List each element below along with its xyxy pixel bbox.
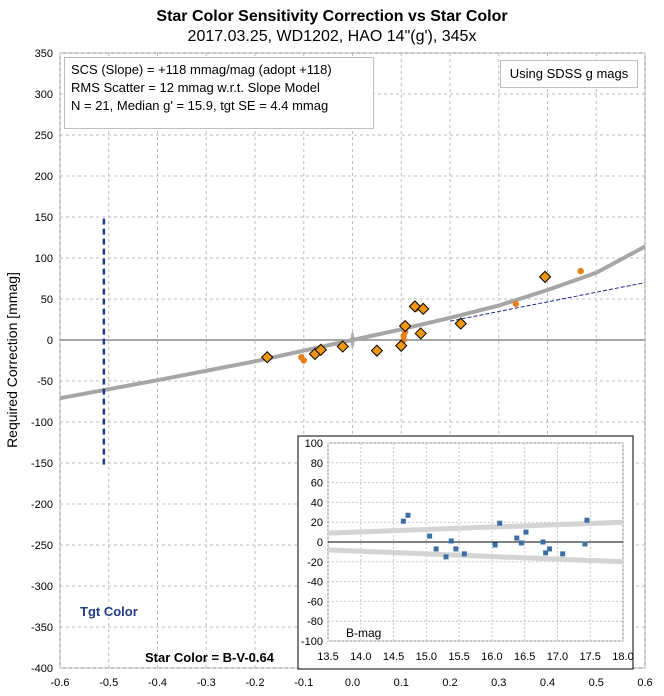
x-tick-label: -0.5 [99, 677, 118, 689]
inset-y-tick-label: -80 [307, 616, 323, 628]
inset-x-tick-label: 18.0 [612, 651, 633, 663]
inset-x-tick-label: 17.0 [547, 651, 568, 663]
x-tick-label: 0.6 [637, 677, 652, 689]
inset-point [405, 512, 411, 518]
inset-point [448, 538, 454, 544]
inset-y-tick-label: -100 [301, 636, 323, 648]
inset-point [584, 517, 590, 523]
correction-point [260, 351, 274, 364]
y-axis-label: Required Correction [mmag] [4, 272, 20, 448]
inset-y-tick-label: 40 [311, 497, 323, 509]
inset-y-tick-label: 20 [311, 517, 323, 529]
correction-point [314, 343, 328, 357]
inset-point [461, 551, 467, 557]
inset-point [427, 533, 433, 539]
inset-x-tick-label: 13.5 [317, 651, 338, 663]
chart-title: Star Color Sensitivity Correction vs Sta… [156, 8, 508, 25]
y-tick-label: -400 [31, 663, 53, 675]
y-tick-label: 300 [35, 89, 53, 101]
target-color-label: Tgt Color [80, 604, 138, 619]
correction-point [336, 340, 349, 353]
correction-point [538, 270, 552, 284]
inset-x-tick-label: 16.5 [514, 651, 535, 663]
inset-x-tick-label: 14.0 [350, 651, 371, 663]
y-tick-label: 350 [35, 48, 53, 60]
inset-point [443, 554, 449, 560]
x-tick-label: -0.1 [294, 677, 313, 689]
inset-point [582, 541, 588, 547]
inset-x-tick-label: 14.5 [383, 651, 404, 663]
y-tick-label: 0 [47, 335, 53, 347]
inset-x-tick-label: 15.0 [416, 651, 437, 663]
x-tick-label: 0.1 [394, 677, 409, 689]
inset-point [547, 546, 553, 552]
inset-point [523, 529, 529, 535]
y-tick-label: 200 [35, 171, 53, 183]
correction-point [454, 317, 467, 330]
x-tick-label: -0.2 [246, 677, 265, 689]
y-tick-label: 50 [41, 294, 53, 306]
y-tick-label: -200 [31, 499, 53, 511]
correction-dot [577, 267, 584, 275]
y-tick-label: 250 [35, 130, 53, 142]
stats-line-n: N = 21, Median g' = 15.9, tgt SE = 4.4 m… [71, 98, 329, 113]
inset-y-tick-label: -40 [307, 577, 323, 589]
inset-x-tick-label: 15.5 [448, 651, 469, 663]
correction-point [416, 302, 430, 316]
inset-point [400, 518, 406, 524]
inset-y-tick-label: 60 [311, 478, 323, 490]
inset-point [433, 546, 439, 552]
star-color-annotation: Star Color = B-V-0.64 [145, 650, 274, 665]
inset-y-tick-label: 80 [311, 458, 323, 470]
inset-point [514, 535, 520, 541]
y-tick-label: 150 [35, 212, 53, 224]
y-tick-label: -50 [37, 376, 53, 388]
y-tick-label: -350 [31, 622, 53, 634]
y-tick-label: 100 [35, 253, 53, 265]
y-tick-label: -300 [31, 581, 53, 593]
inset-point [518, 540, 524, 546]
x-tick-label: -0.6 [51, 677, 70, 689]
x-tick-label: -0.4 [148, 677, 167, 689]
x-tick-label: 0.3 [491, 677, 506, 689]
y-tick-label: -150 [31, 458, 53, 470]
slope-line [449, 282, 646, 322]
x-tick-label: -0.3 [197, 677, 216, 689]
correction-point [398, 319, 412, 333]
inset-band-upper [327, 519, 624, 536]
inset-x-tick-label: 16.0 [481, 651, 502, 663]
x-tick-label: 0.5 [589, 677, 604, 689]
inset-point [453, 546, 459, 552]
inset-point [543, 550, 549, 556]
x-tick-label: 0.0 [345, 677, 360, 689]
y-tick-label: -250 [31, 540, 53, 552]
inset-band-lower [327, 547, 624, 565]
inset-x-tick-label: 17.5 [580, 651, 601, 663]
inset-y-tick-label: 0 [317, 537, 323, 549]
inset-point [492, 542, 498, 548]
inset-point [540, 539, 546, 545]
sdss-note: Using SDSS g mags [500, 60, 638, 88]
correction-dot [512, 300, 520, 308]
stats-line-rms: RMS Scatter = 12 mmag w.r.t. Slope Model [71, 80, 320, 95]
stats-box: SCS (Slope) = +118 mmag/mag (adopt +118)… [64, 57, 374, 129]
inset-point [497, 520, 503, 526]
chart-subtitle: 2017.03.25, WD1202, HAO 14"(g'), 345x [187, 28, 477, 45]
correction-point [395, 339, 408, 352]
correction-dot [300, 357, 307, 364]
correction-point [414, 327, 427, 340]
inset-point [560, 551, 566, 557]
x-tick-label: 0.4 [540, 677, 555, 689]
inset-y-tick-label: -20 [307, 557, 323, 569]
stats-line-slope: SCS (Slope) = +118 mmag/mag (adopt +118) [71, 62, 332, 77]
inset-y-tick-label: -60 [307, 596, 323, 608]
x-tick-label: 0.2 [442, 677, 457, 689]
inset-x-label: B-mag [346, 626, 382, 640]
fit-curve [59, 244, 646, 401]
correction-point [370, 344, 384, 357]
inset-y-tick-label: 100 [305, 438, 323, 450]
y-tick-label: -100 [31, 417, 53, 429]
